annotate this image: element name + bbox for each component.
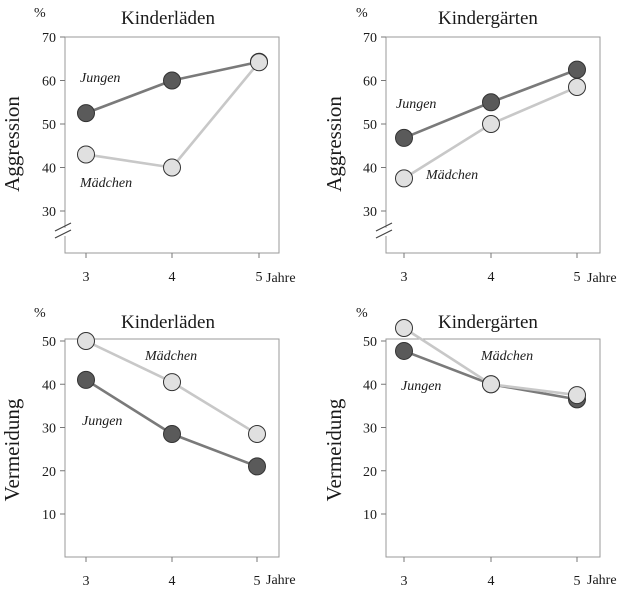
- y-tick-label: 10: [363, 508, 377, 523]
- x-tick-label: 5: [256, 270, 263, 285]
- x-unit-label: Jahre: [266, 271, 296, 286]
- data-point-jungen: [395, 128, 413, 147]
- y-axis-label: Vermeidung: [322, 398, 346, 501]
- y-tick-label: 30: [363, 205, 377, 220]
- series-label-maedchen: Mädchen: [425, 168, 478, 183]
- y-tick-label: 50: [363, 118, 377, 133]
- y-tick-label: 30: [42, 205, 56, 220]
- unit-label: %: [34, 306, 46, 321]
- data-point-maedchen: [395, 319, 413, 338]
- plot-frame: [64, 338, 280, 558]
- unit-label: %: [34, 6, 46, 21]
- x-tick-label: 4: [169, 574, 176, 589]
- data-point-maedchen: [395, 169, 413, 188]
- y-axis-label: Aggression: [0, 96, 24, 192]
- data-point-maedchen: [77, 332, 95, 350]
- data-point-maedchen: [163, 373, 181, 392]
- data-point-jungen: [248, 457, 266, 476]
- data-point-jungen: [77, 104, 95, 123]
- x-tick-label: 3: [401, 574, 408, 589]
- axis-break-mark: [375, 229, 393, 239]
- unit-label: %: [356, 6, 368, 21]
- data-point-maedchen: [482, 375, 500, 394]
- y-tick-label: 60: [363, 75, 377, 90]
- data-point-maedchen: [77, 145, 95, 164]
- data-point-jungen: [482, 93, 500, 112]
- panel-kinderlaeden-vermeidung: % Kinderläden Vermeidung Jahre Jungen Mä…: [0, 306, 296, 589]
- x-tick-label: 4: [169, 270, 176, 285]
- chart-title: Kinderläden: [121, 312, 215, 333]
- x-tick-label: 3: [83, 574, 90, 589]
- data-point-maedchen: [568, 386, 586, 405]
- series-label-jungen: Jungen: [80, 71, 120, 86]
- x-tick-label: 5: [574, 270, 581, 285]
- x-tick-label: 3: [401, 270, 408, 285]
- data-point-maedchen: [163, 158, 181, 177]
- series-label-maedchen: Mädchen: [79, 176, 132, 191]
- y-tick-label: 50: [42, 335, 56, 350]
- chart-title: Kindergärten: [438, 312, 538, 333]
- y-tick-label: 70: [42, 31, 56, 46]
- y-tick-label: 30: [42, 422, 56, 437]
- y-tick-label: 60: [42, 75, 56, 90]
- plot-frame: [64, 36, 280, 254]
- data-point-jungen: [77, 370, 95, 389]
- y-tick-label: 50: [42, 118, 56, 133]
- y-axis-label: Aggression: [322, 96, 346, 192]
- panel-kindergaerten-vermeidung: % Kindergärten Vermeidung Jahre Jungen M…: [322, 306, 617, 589]
- data-point-jungen: [163, 71, 181, 90]
- y-tick-label: 70: [363, 31, 377, 46]
- x-unit-label: Jahre: [587, 573, 617, 588]
- series-label-maedchen: Mädchen: [144, 349, 197, 364]
- data-point-jungen: [395, 341, 413, 360]
- series-label-jungen: Jungen: [401, 379, 441, 394]
- y-tick-label: 40: [363, 378, 377, 393]
- series-label-jungen: Jungen: [82, 414, 122, 429]
- x-tick-label: 5: [574, 574, 581, 589]
- x-tick-label: 3: [83, 270, 90, 285]
- y-tick-label: 40: [42, 162, 56, 177]
- x-unit-label: Jahre: [587, 271, 617, 286]
- x-tick-label: 4: [488, 574, 495, 589]
- y-tick-label: 10: [42, 508, 56, 523]
- data-point-jungen: [163, 424, 181, 443]
- plot-frame: [385, 36, 601, 254]
- axis-break-mark: [375, 222, 393, 232]
- y-tick-label: 40: [42, 378, 56, 393]
- y-tick-label: 20: [363, 465, 377, 480]
- x-tick-label: 5: [254, 574, 261, 589]
- chart-title: Kindergärten: [438, 8, 538, 29]
- y-tick-label: 40: [363, 162, 377, 177]
- axis-break-gap: [57, 228, 73, 236]
- data-point-maedchen: [568, 78, 586, 97]
- panel-kinderlaeden-aggression: % Kinderläden Aggression Jahre Jungen Mä…: [0, 6, 296, 286]
- x-unit-label: Jahre: [266, 573, 296, 588]
- chart-title: Kinderläden: [121, 8, 215, 29]
- x-tick-label: 4: [488, 270, 495, 285]
- axis-break-mark: [54, 222, 72, 232]
- series-label-maedchen: Mädchen: [480, 349, 533, 364]
- y-tick-label: 50: [363, 335, 377, 350]
- unit-label: %: [356, 306, 368, 321]
- y-tick-label: 20: [42, 465, 56, 480]
- y-axis-label: Vermeidung: [0, 398, 24, 501]
- data-point-maedchen: [250, 53, 268, 72]
- plot-frame: [385, 338, 601, 558]
- data-point-maedchen: [482, 115, 500, 133]
- y-tick-label: 30: [363, 422, 377, 437]
- series-label-jungen: Jungen: [396, 97, 436, 112]
- data-point-maedchen: [248, 424, 266, 443]
- axis-break-gap: [378, 228, 394, 236]
- data-point-jungen: [568, 60, 586, 79]
- axis-break-mark: [54, 229, 72, 239]
- panel-kindergaerten-aggression: % Kindergärten Aggression Jahre Jungen M…: [322, 6, 617, 286]
